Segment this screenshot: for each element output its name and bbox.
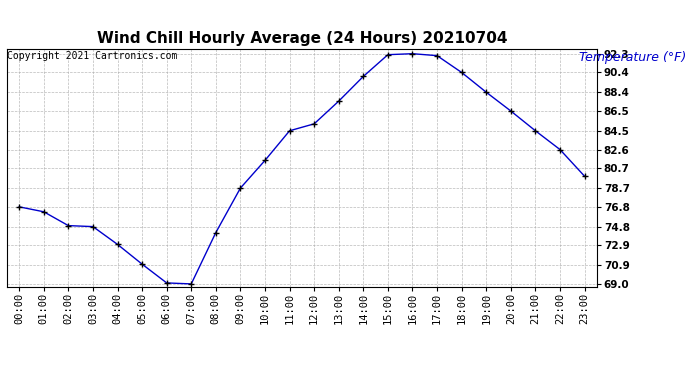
Title: Wind Chill Hourly Average (24 Hours) 20210704: Wind Chill Hourly Average (24 Hours) 202… [97,31,507,46]
Text: Temperature (°F): Temperature (°F) [580,51,687,64]
Text: Copyright 2021 Cartronics.com: Copyright 2021 Cartronics.com [7,51,177,61]
